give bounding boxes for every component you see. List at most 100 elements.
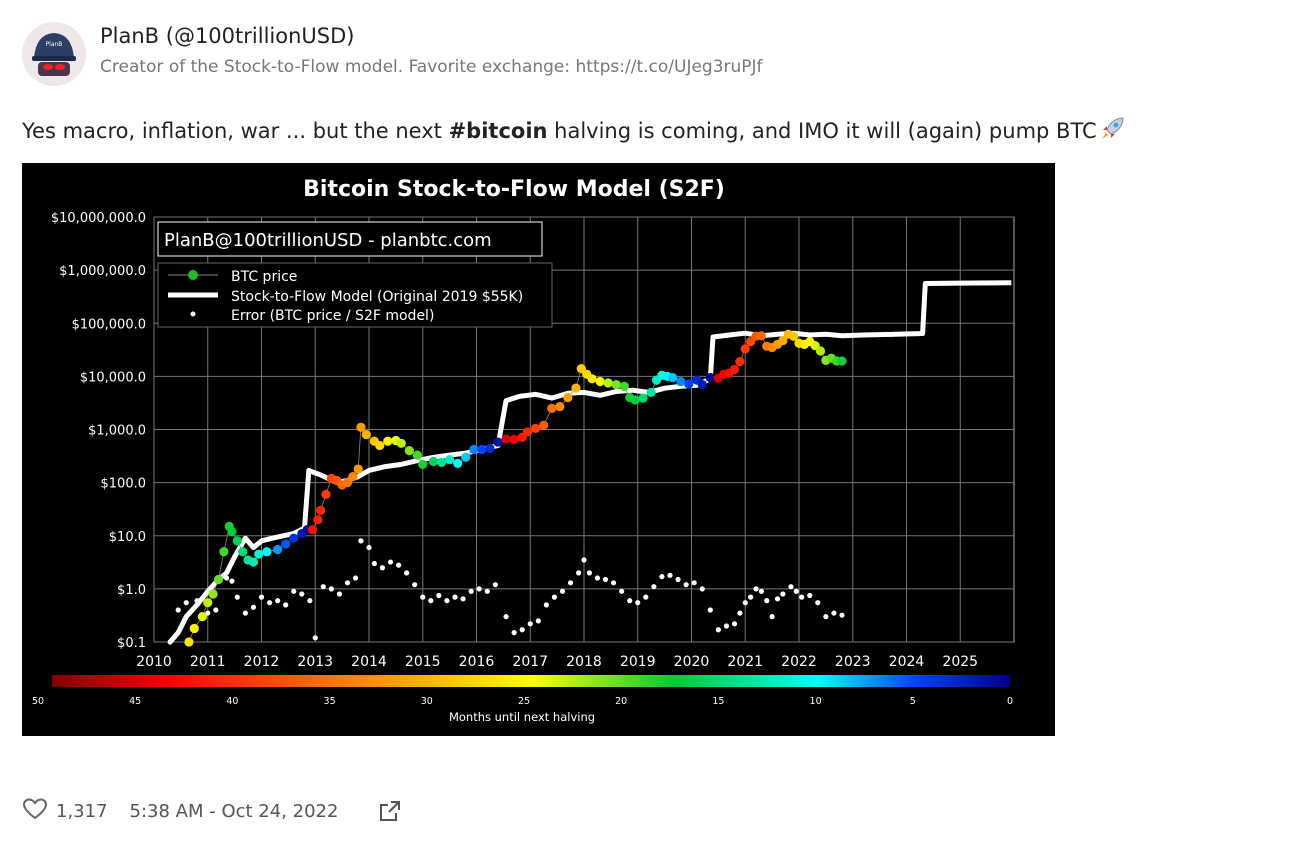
error-point <box>723 623 730 629</box>
avatar[interactable]: PlanB <box>22 22 86 86</box>
error-point <box>503 614 509 620</box>
legend-item-price: BTC price <box>231 269 297 285</box>
price-point <box>396 438 406 448</box>
legend-item-model: Stock-to-Flow Model (Original 2019 $55K) <box>231 289 523 305</box>
error-point <box>715 627 721 633</box>
price-point <box>353 464 363 474</box>
x-tick-label: 2015 <box>405 654 441 670</box>
like-count[interactable]: 1,317 <box>56 800 108 822</box>
colorbar-tick-label: 30 <box>421 696 433 707</box>
error-point <box>213 607 219 613</box>
price-point <box>477 444 487 455</box>
error-point <box>358 538 364 544</box>
error-point <box>586 570 592 576</box>
error-point <box>627 598 633 604</box>
price-point <box>539 420 549 430</box>
x-tick-label: 2010 <box>136 654 172 670</box>
error-point <box>527 621 533 627</box>
price-point <box>603 378 613 388</box>
price-point <box>203 598 213 608</box>
price-point <box>232 536 242 546</box>
error-point <box>511 630 517 636</box>
error-point <box>831 610 837 616</box>
price-point <box>342 478 353 488</box>
colorbar-tick-label: 50 <box>32 696 44 707</box>
error-point <box>774 596 781 602</box>
y-tick-label: $100.0 <box>101 477 147 492</box>
price-point <box>412 450 422 460</box>
price-point <box>778 336 788 346</box>
error-point <box>250 604 257 610</box>
avatar-image: PlanB <box>22 22 86 86</box>
price-point <box>705 372 715 383</box>
colorbar-tick-label: 15 <box>712 696 724 707</box>
error-point <box>699 586 705 592</box>
author-name[interactable]: PlanB (@100trillionUSD) <box>100 24 355 48</box>
error-point <box>404 570 410 576</box>
x-tick-label: 2022 <box>781 654 817 670</box>
error-point <box>175 607 181 613</box>
error-point <box>675 576 681 583</box>
x-tick-label: 2025 <box>942 654 978 670</box>
s2f-chart-image: Bitcoin Stock-to-Flow Model (S2F) $10,00… <box>22 163 1055 736</box>
heart-icon[interactable] <box>22 797 48 826</box>
price-point <box>509 434 519 445</box>
error-point <box>436 592 442 599</box>
error-point <box>366 544 372 551</box>
error-point <box>742 600 748 606</box>
price-point <box>485 443 495 454</box>
x-tick-label: 2018 <box>566 654 602 670</box>
error-point <box>610 580 617 586</box>
error-point <box>344 580 351 586</box>
error-point <box>815 600 821 606</box>
x-tick-label: 2014 <box>351 654 387 670</box>
error-point <box>707 607 713 613</box>
price-point <box>563 392 573 403</box>
price-point <box>611 380 621 390</box>
error-point <box>352 575 359 581</box>
error-point <box>484 588 490 594</box>
colorbar-tick-label: 35 <box>324 696 336 707</box>
y-tick-label: $100,000.0 <box>72 317 146 332</box>
price-point <box>436 457 447 468</box>
error-point <box>683 582 689 588</box>
error-point <box>379 565 386 571</box>
error-point <box>258 594 265 600</box>
price-line <box>188 333 842 643</box>
error-point <box>229 578 235 584</box>
price-point <box>684 379 694 389</box>
error-point <box>275 598 281 604</box>
price-point <box>587 374 597 384</box>
price-point <box>815 346 826 356</box>
error-point <box>823 614 829 620</box>
colorbar-tick-label: 10 <box>810 696 822 707</box>
error-point <box>242 610 248 616</box>
price-point <box>307 525 318 535</box>
hashtag-link[interactable]: #bitcoin <box>448 119 548 143</box>
error-point <box>594 575 601 581</box>
price-point <box>356 422 366 432</box>
y-tick-label: $10,000,000.0 <box>51 211 146 226</box>
price-point <box>289 533 299 543</box>
error-point <box>428 598 434 604</box>
error-point <box>266 600 273 606</box>
price-point <box>646 387 656 397</box>
watermark-box <box>157 221 543 257</box>
price-point <box>547 403 557 413</box>
price-point <box>197 612 207 622</box>
error-point <box>371 560 377 567</box>
error-point <box>635 600 641 606</box>
s2f-model-line <box>168 280 1012 644</box>
x-tick-label: 2017 <box>512 654 548 670</box>
error-point <box>412 582 418 588</box>
price-point <box>493 437 503 447</box>
x-tick-label: 2024 <box>889 654 925 670</box>
price-point <box>316 505 326 516</box>
error-point <box>559 588 566 594</box>
error-point <box>476 586 482 592</box>
share-icon[interactable] <box>378 799 402 823</box>
price-point <box>248 557 259 567</box>
tweet-timestamp[interactable]: 5:38 AM - Oct 24, 2022 <box>129 800 339 822</box>
price-point <box>281 539 291 549</box>
error-point <box>452 594 458 600</box>
